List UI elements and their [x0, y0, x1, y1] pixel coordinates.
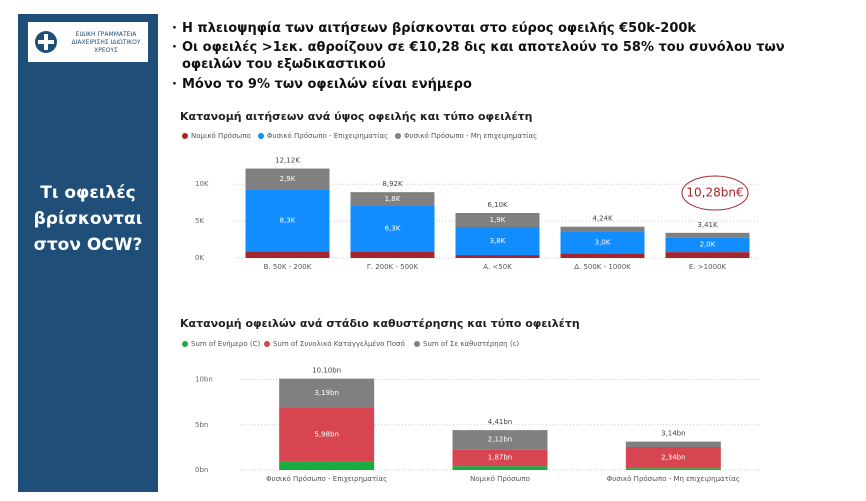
bar-segment [279, 461, 375, 470]
bar-segment [350, 192, 435, 206]
total-label: 6,10K [487, 201, 508, 209]
annotation: 10,28bn€ [686, 186, 743, 200]
total-label: 4,24K [592, 215, 613, 223]
legend-label: Φυσικό Πρόσωπο - Μη επιχειρηματίας [404, 132, 537, 140]
legend-label: Νομικό Πρόσωπο [191, 132, 251, 140]
value-label: 2,12bn [488, 436, 512, 444]
y-tick-label: 5K [195, 217, 204, 225]
bar-segment [560, 253, 645, 258]
bar-segment [665, 237, 750, 253]
legend-swatch [258, 133, 264, 139]
bar-segment [350, 205, 435, 252]
bullet: Μόνο το 9% των οφειλών είναι ενήμερο [172, 76, 818, 93]
legend-label: Sum of Συνολικό Καταγγελμένο Ποσό [273, 340, 405, 348]
value-label: 2,34bn [661, 454, 685, 462]
logo-line: ΧΡΕΟΥΣ [94, 47, 118, 54]
legend-label: Φυσικό Πρόσωπο - Επιχειρηματίας [267, 132, 388, 140]
value-label: 1,9K [490, 216, 506, 224]
value-label: 3,19bn [314, 389, 338, 397]
value-label: 3,0K [595, 239, 611, 247]
value-label: 3,8K [490, 237, 506, 245]
bar-segment [665, 252, 750, 258]
legend-swatch [395, 133, 401, 139]
total-label: 8,92K [382, 180, 403, 188]
value-label: 5,98bn [314, 431, 338, 439]
y-tick-label: 0K [195, 254, 204, 262]
legend-swatch [414, 341, 420, 347]
sidebar: ΕΙΔΙΚΗ ΓΡΑΜΜΑΤΕΙΑ ΔΙΑΧΕΙΡΙΣΗΣ ΙΔΙΩΤΙΚΟΥ … [18, 14, 158, 492]
total-label: 12,12K [275, 157, 300, 165]
x-tick-label: Φυσικό Πρόσωπο - Μη επιχειρηματίας [607, 475, 740, 483]
legend-swatch [182, 341, 188, 347]
total-label: 10.10bn [312, 367, 341, 375]
y-tick-label: 10K [195, 180, 209, 188]
annotation-circle [681, 175, 749, 211]
y-tick-label: 10bn [195, 376, 213, 384]
x-tick-label: Γ. 200K - 500K [367, 263, 419, 271]
y-tick-label: 0bn [195, 466, 208, 474]
logo: ΕΙΔΙΚΗ ΓΡΑΜΜΑΤΕΙΑ ΔΙΑΧΕΙΡΙΣΗΣ ΙΔΙΩΤΙΚΟΥ … [28, 22, 148, 62]
legend-swatch [264, 341, 270, 347]
bullet-text: Η πλειοψηφία των αιτήσεων βρίσκονται στο… [182, 21, 697, 36]
bullet: Οι οφειλές >1εκ. αθροίζουν σε €10,28 δις… [172, 39, 798, 73]
bar-segment [452, 449, 548, 467]
total-label: 3,41K [697, 221, 718, 229]
x-tick-label: Δ. 500K - 1000K [574, 263, 631, 271]
emblem [35, 31, 57, 53]
bar-segment [625, 441, 721, 448]
chart-title: Κατανομή οφειλών ανά στάδιο καθυστέρησης… [180, 317, 580, 330]
bar-segment [279, 407, 375, 462]
x-tick-label: Νομικό Πρόσωπο [470, 475, 530, 483]
bar-segment [625, 468, 721, 470]
x-tick-label: Β. 50K - 200K [264, 263, 312, 271]
bar-segment [455, 212, 540, 227]
bar-segment [560, 231, 645, 254]
bullet-text: Μόνο το 9% των οφειλών είναι ενήμερο [182, 77, 472, 92]
logo-line: ΕΙΔΙΚΗ ΓΡΑΜΜΑΤΕΙΑ [75, 31, 137, 38]
legend-label: Sum of Σε καθυστέρηση (c) [423, 340, 519, 348]
side-title: Τι οφειλές βρίσκονται στον OCW? [33, 183, 143, 255]
value-label: 1,87bn [488, 454, 512, 462]
bar-segment [452, 466, 548, 470]
value-label: 6,3K [385, 225, 401, 233]
legend-label: Sum of Ενήμερο (C) [191, 340, 260, 348]
bar-segment [560, 226, 645, 232]
legend-swatch [182, 133, 188, 139]
logo-line: ΔΙΑΧΕΙΡΙΣΗΣ ΙΔΙΩΤΙΚΟΥ [71, 39, 141, 46]
bar-segment [665, 232, 750, 238]
total-label: 4,41bn [488, 418, 512, 426]
x-tick-label: Α. <50K [483, 263, 512, 271]
total-label: 3,14bn [661, 430, 685, 438]
bar-segment [455, 255, 540, 258]
bar-segment [350, 251, 435, 258]
x-tick-label: Φυσικό Πρόσωπο - Επιχειρηματίας [266, 475, 387, 483]
bar-segment [245, 189, 330, 252]
bar-segment [245, 251, 330, 258]
bar-segment [455, 227, 540, 256]
bullet: Η πλειοψηφία των αιτήσεων βρίσκονται στο… [172, 20, 818, 37]
bar-segment [279, 378, 375, 408]
value-label: 2,0K [700, 241, 716, 249]
x-tick-label: Ε. >1000K [689, 263, 727, 271]
chart-title: Κατανομή αιτήσεων ανά ύψος οφειλής και τ… [180, 110, 532, 123]
bullet-text: Οι οφειλές >1εκ. αθροίζουν σε €10,28 δις… [182, 40, 785, 72]
value-label: 1,8K [385, 195, 401, 203]
value-label: 2,9K [280, 175, 296, 183]
bar-segment [625, 447, 721, 469]
bar-segment [245, 168, 330, 190]
value-label: 8,3K [280, 217, 296, 225]
y-tick-label: 5bn [195, 421, 208, 429]
bar-segment [452, 430, 548, 450]
